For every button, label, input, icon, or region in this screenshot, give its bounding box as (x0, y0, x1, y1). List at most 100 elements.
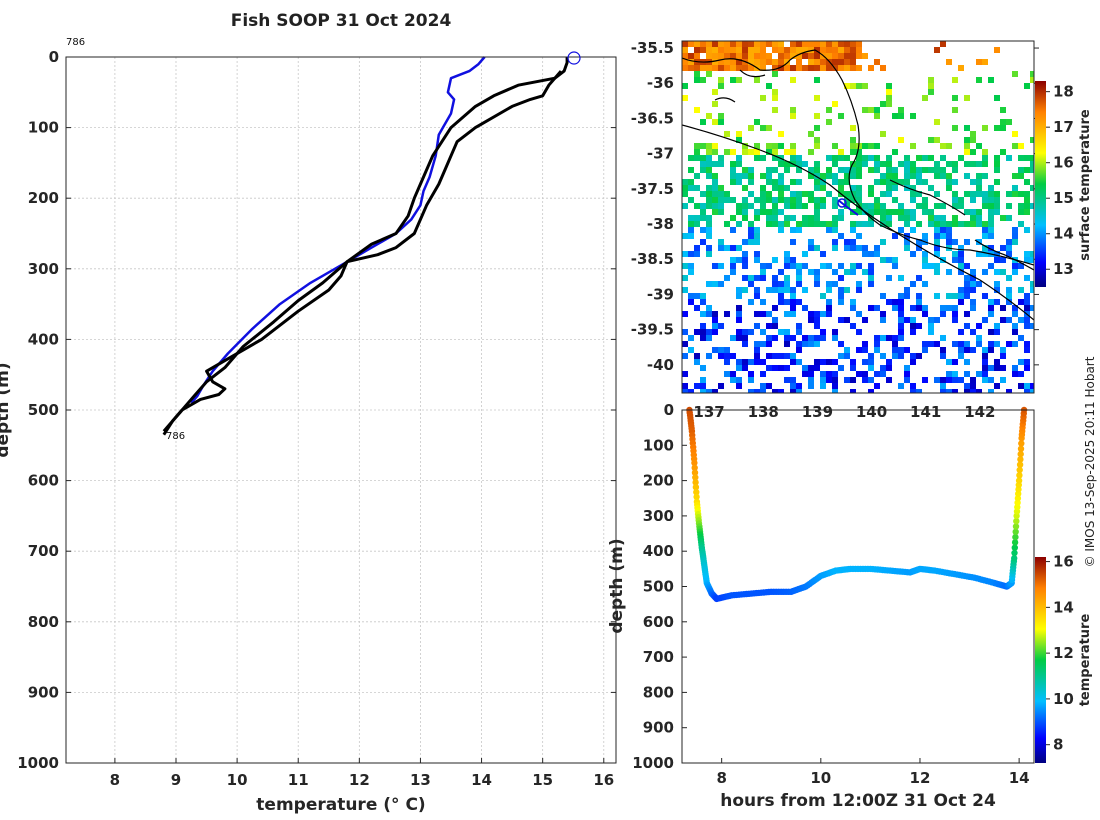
map-sst-cell (958, 203, 964, 209)
map-sst-cell (910, 167, 916, 173)
map-sst-cell (808, 371, 814, 377)
map-sst-cell (820, 377, 826, 383)
map-sst-cell (766, 197, 772, 203)
map-sst-cell (778, 281, 784, 287)
map-sst-cell (772, 221, 778, 227)
map-sst-cell (712, 65, 718, 71)
map-sst-cell (766, 53, 772, 59)
map-sst-cell (844, 155, 850, 161)
map-sst-cell (1006, 287, 1012, 293)
depth-time-xtick-label: 12 (910, 769, 931, 787)
map-sst-cell (796, 167, 802, 173)
map-sst-cell (856, 149, 862, 155)
map-sst-cell (688, 215, 694, 221)
map-sst-cell (694, 251, 700, 257)
map-sst-cell (1018, 335, 1024, 341)
map-sst-cell (994, 95, 1000, 101)
map-sst-cell (784, 47, 790, 53)
map-sst-cell (772, 281, 778, 287)
map-sst-cell (820, 221, 826, 227)
depth-time-ytick-label: 700 (643, 648, 674, 666)
map-sst-cell (784, 65, 790, 71)
map-sst-cell (730, 167, 736, 173)
map-sst-cell (856, 287, 862, 293)
map-sst-cell (1000, 119, 1006, 125)
map-sst-cell (742, 41, 748, 47)
map-sst-cell (706, 227, 712, 233)
map-sst-cell (940, 311, 946, 317)
map-sst-cell (916, 155, 922, 161)
map-sst-cell (994, 251, 1000, 257)
map-sst-cell (784, 341, 790, 347)
map-sst-cell (772, 107, 778, 113)
map-sst-cell (772, 143, 778, 149)
depth-time-frame (681, 409, 1035, 764)
map-sst-cell (970, 347, 976, 353)
map-sst-cell (868, 209, 874, 215)
map-sst-cell (1012, 269, 1018, 275)
map-sst-cell (736, 317, 742, 323)
profile-start-marker (567, 51, 581, 65)
map-sst-cell (982, 353, 988, 359)
map-sst-cell (784, 353, 790, 359)
map-sst-cell (898, 353, 904, 359)
depth-time-xtick-label: 14 (1009, 769, 1030, 787)
map-sst-cell (736, 287, 742, 293)
map-sst-cell (874, 143, 880, 149)
map-sst-cell (934, 245, 940, 251)
map-sst-cell (742, 143, 748, 149)
map-sst-cell (700, 47, 706, 53)
map-sst-cell (694, 245, 700, 251)
map-sst-cell (886, 155, 892, 161)
map-sst-cell (1006, 299, 1012, 305)
map-ytick-label: -36 (647, 74, 674, 92)
map-sst-cell (808, 311, 814, 317)
map-sst-cell (700, 65, 706, 71)
map-sst-cell (748, 377, 754, 383)
depth-time-xtick-label: 8 (716, 769, 726, 787)
map-sst-cell (814, 161, 820, 167)
map-sst-cell (910, 113, 916, 119)
map-sst-cell (754, 311, 760, 317)
map-sst-cell (856, 53, 862, 59)
map-sst-cell (814, 197, 820, 203)
map-sst-cell (988, 185, 994, 191)
map-sst-cell (814, 53, 820, 59)
map-sst-cell (838, 59, 844, 65)
map-sst-cell (910, 197, 916, 203)
map-sst-cell (850, 143, 856, 149)
map-sst-cell (850, 53, 856, 59)
map-sst-cell (970, 215, 976, 221)
map-sst-cell (808, 341, 814, 347)
map-sst-cell (712, 203, 718, 209)
map-sst-cell (682, 251, 688, 257)
map-sst-cell (970, 179, 976, 185)
map-sst-cell (1012, 239, 1018, 245)
map-sst-cell (796, 203, 802, 209)
map-sst-cell (826, 173, 832, 179)
map-sst-cell (820, 173, 826, 179)
map-sst-cell (1006, 215, 1012, 221)
map-sst-cell (790, 197, 796, 203)
map-sst-cell (874, 59, 880, 65)
map-sst-cell (802, 161, 808, 167)
map-sst-cell (850, 167, 856, 173)
map-sst-cell (688, 41, 694, 47)
map-sst-cell (856, 281, 862, 287)
map-sst-cell (706, 329, 712, 335)
map-sst-cell (820, 335, 826, 341)
map-sst-cell (964, 323, 970, 329)
map-sst-cell (844, 59, 850, 65)
map-sst-cell (754, 41, 760, 47)
map-sst-cell (934, 161, 940, 167)
map-sst-cell (982, 155, 988, 161)
map-sst-cell (712, 209, 718, 215)
map-sst-cell (988, 77, 994, 83)
map-sst-cell (1018, 191, 1024, 197)
map-sst-cell (1030, 203, 1034, 209)
map-sst-cell (1030, 155, 1034, 161)
map-sst-cell (934, 215, 940, 221)
map-sst-cell (760, 191, 766, 197)
map-sst-cell (874, 335, 880, 341)
map-sst-cell (700, 299, 706, 305)
